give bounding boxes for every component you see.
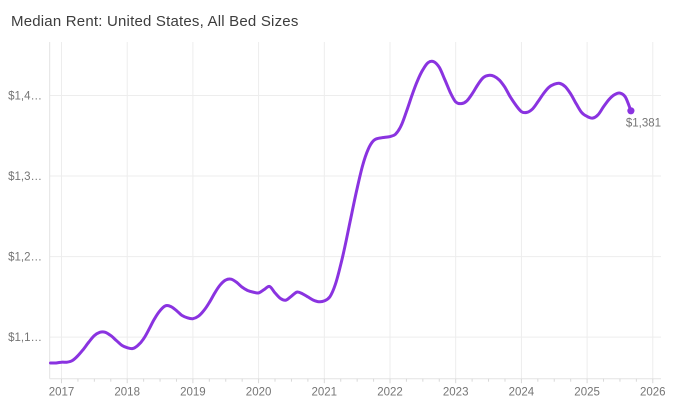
x-tick-label-2026: 2026 (640, 387, 666, 399)
chart-title: Median Rent: United States, All Bed Size… (11, 13, 299, 30)
x-tick-label-2025: 2025 (574, 387, 600, 399)
last-point-value-label: $1,381 (626, 117, 661, 129)
x-tick-label-2019: 2019 (180, 387, 206, 399)
y-tick-label-1100: $1,1… (8, 332, 42, 344)
y-tick-label-1300: $1,3… (8, 171, 42, 183)
y-tick-label-1400: $1,4… (8, 91, 42, 103)
x-tick-label-2024: 2024 (509, 387, 535, 399)
median-rent-line[interactable] (49, 59, 633, 365)
last-point-dot[interactable] (627, 107, 635, 115)
x-tick-label-2018: 2018 (114, 387, 140, 399)
x-tick-label-2017: 2017 (49, 387, 75, 399)
x-tick-label-2021: 2021 (312, 387, 338, 399)
x-tick-label-2023: 2023 (443, 387, 469, 399)
x-tick-label-2022: 2022 (377, 387, 403, 399)
y-tick-label-1200: $1,2… (8, 252, 42, 264)
x-tick-label-2020: 2020 (246, 387, 272, 399)
